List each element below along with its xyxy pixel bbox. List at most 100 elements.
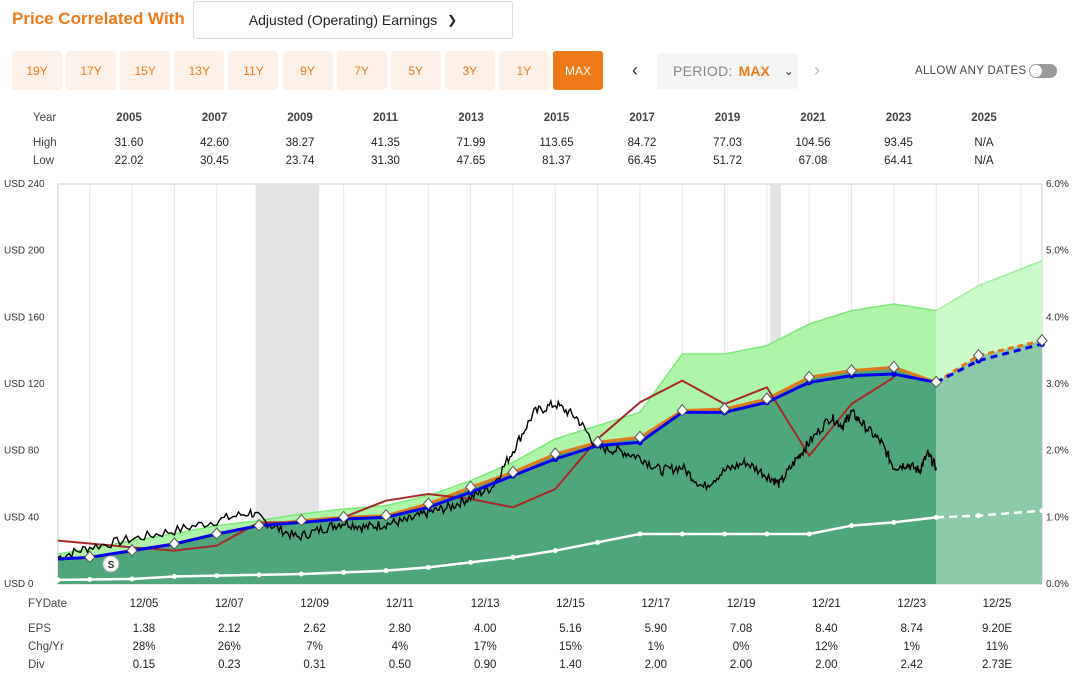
dividend-point	[129, 576, 135, 582]
period-value: MAX	[738, 63, 770, 79]
cell-div: 2.00	[644, 659, 667, 671]
cell-eps: 4.00	[473, 623, 497, 635]
row-label-chg: Chg/Yr	[28, 641, 64, 653]
cell-eps: 2.12	[218, 623, 241, 635]
page-title: Price Correlated With	[12, 9, 185, 28]
cell-chg: 1%	[647, 641, 665, 653]
eps-marker	[888, 360, 900, 374]
cell-div: 0.90	[473, 659, 497, 671]
cell-low: 64.41	[884, 155, 913, 167]
cell-high: 77.03	[713, 137, 742, 149]
range-button-7y[interactable]: 7Y	[336, 51, 387, 90]
cell-high: N/A	[974, 137, 994, 149]
cell-chg: 1%	[903, 641, 920, 653]
dividend-point	[171, 574, 177, 579]
dividend-point	[764, 531, 770, 537]
cell-eps: 8.74	[900, 623, 923, 635]
cell-eps: 5.16	[559, 623, 582, 635]
eps-marker	[718, 402, 731, 415]
y-left-tick-label: USD 120	[4, 379, 45, 390]
range-button-11y[interactable]: 11Y	[228, 51, 279, 90]
cell-low: 23.74	[285, 155, 315, 167]
cell-fydate: 12/25	[982, 598, 1012, 610]
cell-high: 41.35	[371, 137, 400, 149]
y-right-tick-label: 4.0%	[1046, 312, 1069, 323]
eps-marker	[591, 435, 604, 449]
range-button-3y[interactable]: 3Y	[444, 51, 495, 90]
cell-high: 42.60	[200, 137, 229, 149]
cell-fydate: 12/09	[300, 598, 329, 610]
metric-dropdown-value: Adjusted (Operating) Earnings	[248, 12, 438, 28]
range-button-9y[interactable]: 9Y	[282, 51, 333, 90]
row-label-low: Low	[33, 155, 55, 167]
range-button-15y[interactable]: 15Y	[120, 51, 171, 90]
cell-div: 2.73E	[981, 659, 1013, 671]
row-label-year: Year	[33, 112, 57, 124]
cell-fydate: 12/05	[129, 598, 159, 610]
metric-dropdown[interactable]: Adjusted (Operating) Earnings ❯	[193, 1, 513, 39]
dividend-point	[933, 514, 939, 520]
cell-high: 93.45	[884, 137, 913, 149]
dividend-point	[383, 568, 389, 574]
cell-eps: 2.62	[303, 623, 326, 635]
cell-low: 66.45	[627, 155, 657, 167]
cell-year: 2011	[373, 112, 398, 124]
eps-area	[58, 367, 937, 584]
cell-low: 22.02	[114, 155, 144, 167]
cell-eps: 5.90	[644, 623, 667, 635]
row-label-div: Div	[28, 659, 45, 671]
eps-marker	[761, 392, 773, 405]
cell-year: 2017	[629, 112, 655, 124]
cell-chg: 7%	[306, 641, 323, 653]
cell-year: 2007	[201, 112, 228, 124]
cell-chg: 0%	[732, 641, 750, 653]
dividend-point	[425, 564, 431, 570]
eps-marker	[930, 375, 942, 389]
y-left-tick-label: USD 160	[4, 312, 45, 323]
dividend-point	[298, 571, 304, 577]
cell-chg: 11%	[985, 641, 1009, 653]
range-button-13y[interactable]: 13Y	[174, 51, 225, 90]
y-left-tick-label: USD 200	[4, 246, 45, 257]
normal-pe-point	[890, 371, 897, 377]
cell-high: 84.72	[627, 137, 657, 149]
range-button-19y[interactable]: 19Y	[12, 51, 62, 90]
cell-fydate: 12/07	[214, 598, 244, 610]
chevron-right-icon[interactable]: ›	[814, 60, 820, 80]
range-button-1y[interactable]: 1Y	[498, 51, 549, 90]
eps-marker	[549, 447, 561, 460]
eps-marker	[84, 550, 96, 564]
cell-div: 2.42	[900, 659, 923, 671]
row-label-high: High	[33, 137, 57, 149]
cell-eps: 1.38	[132, 623, 156, 635]
split-marker-label: S	[108, 560, 115, 571]
chevron-down-icon: ❯	[447, 13, 458, 27]
cell-eps: 7.08	[729, 623, 753, 635]
toggle-knob	[1030, 65, 1042, 77]
allow-any-dates-toggle[interactable]	[1029, 64, 1057, 78]
eps-marker	[422, 497, 434, 510]
row-label-eps: EPS	[28, 623, 52, 635]
range-button-max[interactable]: MAX	[553, 51, 603, 90]
eps-marker	[845, 363, 858, 377]
cell-chg: 17%	[473, 641, 497, 653]
eps-marker	[676, 403, 688, 417]
cell-fydate: 12/11	[385, 598, 414, 610]
range-button-17y[interactable]: 17Y	[66, 51, 117, 90]
cell-low: 31.30	[371, 155, 400, 167]
dividend-point	[849, 523, 855, 529]
dividend-point	[806, 531, 812, 537]
cell-chg: 15%	[558, 641, 583, 653]
period-selector[interactable]: PERIOD: MAX ⌄	[657, 53, 798, 89]
eps-marker	[338, 510, 350, 524]
cell-fydate: 12/21	[812, 598, 841, 610]
normal-pe-line	[57, 372, 937, 561]
cell-div: 2.00	[815, 659, 838, 671]
y-left-tick-label: USD 40	[4, 512, 39, 523]
chevron-left-icon[interactable]: ‹	[632, 60, 638, 80]
eps-marker	[803, 370, 815, 384]
dividend-point	[214, 573, 220, 579]
range-button-5y[interactable]: 5Y	[390, 51, 441, 90]
dividend-point	[87, 577, 93, 582]
